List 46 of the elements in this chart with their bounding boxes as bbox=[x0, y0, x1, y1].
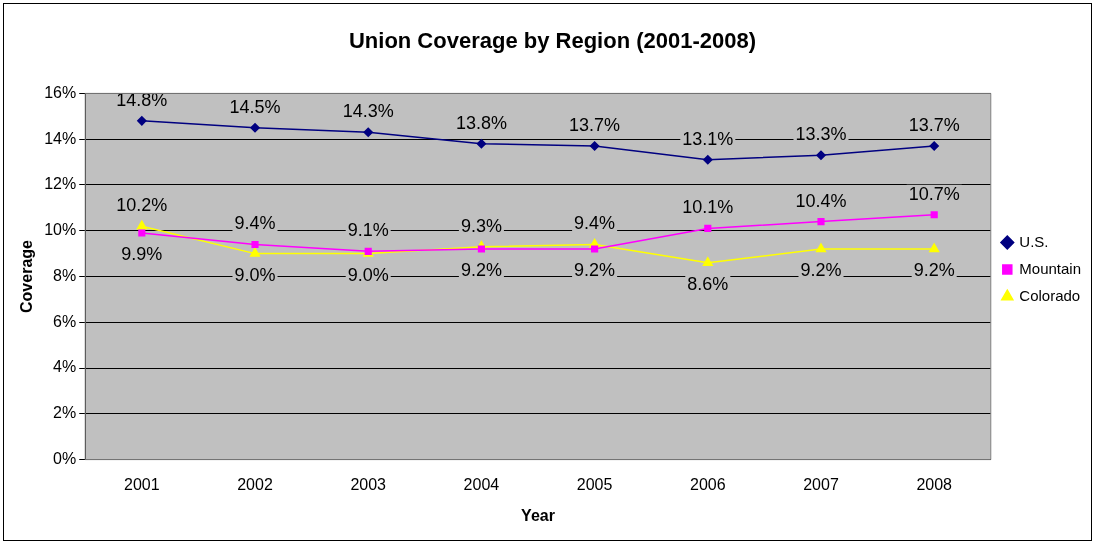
data-label: 13.7% bbox=[569, 115, 621, 136]
y-tick-label: 12% bbox=[44, 175, 77, 193]
x-tick-label: 2008 bbox=[916, 475, 953, 493]
data-label: 9.9% bbox=[121, 243, 163, 264]
data-label: 9.4% bbox=[234, 213, 276, 234]
x-tick-label: 2003 bbox=[350, 475, 387, 493]
data-label: 10.2% bbox=[116, 195, 168, 216]
data-label: 13.7% bbox=[908, 115, 960, 136]
data-label: 10.4% bbox=[795, 190, 847, 211]
data-label: 13.8% bbox=[455, 112, 507, 133]
data-label: 9.2% bbox=[800, 260, 842, 280]
data-label: 8.6% bbox=[687, 273, 729, 294]
y-tick-label: 0% bbox=[53, 450, 77, 468]
data-label: 9.2% bbox=[574, 260, 616, 280]
data-label: 9.2% bbox=[913, 260, 955, 280]
legend-label: Mountain bbox=[1019, 259, 1082, 277]
y-tick-label: 2% bbox=[53, 404, 77, 422]
data-label: 9.0% bbox=[234, 264, 276, 285]
chart-title: Union Coverage by Region (2001-2008) bbox=[348, 28, 757, 54]
x-tick-label: 2002 bbox=[237, 475, 273, 493]
data-label: 10.7% bbox=[908, 183, 960, 204]
legend-label: Colorado bbox=[1019, 286, 1081, 304]
x-tick-label: 2005 bbox=[576, 475, 613, 493]
data-label: 13.3% bbox=[795, 124, 847, 145]
x-tick-label: 2004 bbox=[463, 475, 500, 493]
data-label: 14.3% bbox=[342, 101, 394, 122]
y-tick-label: 14% bbox=[44, 129, 77, 147]
data-label: 10.1% bbox=[682, 197, 734, 218]
y-axis-title: Coverage bbox=[18, 239, 36, 313]
x-tick-label: 2006 bbox=[690, 475, 726, 493]
y-tick-label: 4% bbox=[53, 358, 77, 376]
y-tick-label: 16% bbox=[44, 83, 77, 101]
y-tick-label: 6% bbox=[53, 312, 77, 330]
x-tick-label: 2001 bbox=[124, 475, 160, 493]
data-label: 9.1% bbox=[347, 220, 389, 241]
data-label: 9.3% bbox=[460, 215, 502, 236]
legend-label: U.S. bbox=[1019, 232, 1049, 250]
data-label: 14.5% bbox=[229, 96, 281, 117]
y-tick-label: 8% bbox=[53, 266, 77, 284]
data-label: 13.1% bbox=[682, 128, 734, 149]
x-axis-title: Year bbox=[521, 506, 555, 524]
x-tick-label: 2007 bbox=[803, 475, 839, 493]
data-label: 9.4% bbox=[574, 213, 616, 234]
data-label: 9.0% bbox=[347, 264, 389, 285]
y-tick-label: 10% bbox=[44, 221, 77, 239]
data-label: 9.2% bbox=[460, 260, 502, 280]
